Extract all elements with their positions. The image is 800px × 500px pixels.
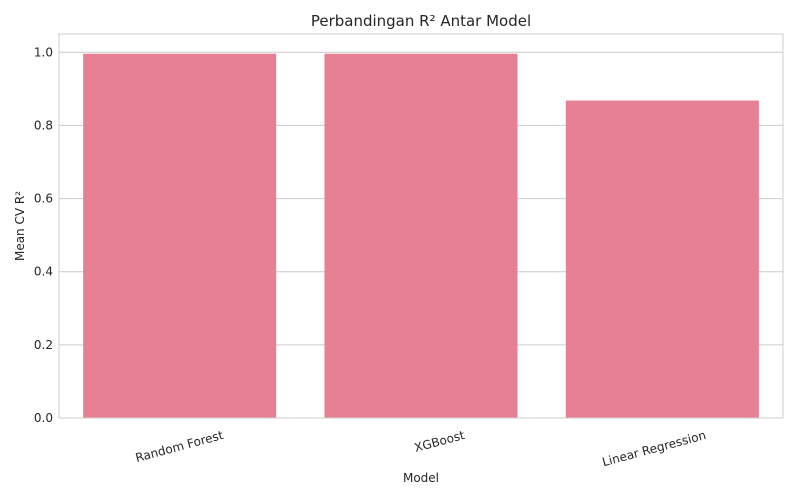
y-axis-label: Mean CV R²: [13, 191, 27, 261]
bar: [324, 53, 518, 419]
y-tick-label: 0.8: [34, 118, 53, 132]
x-tick-label: Linear Regression: [601, 428, 708, 469]
plot-frame: [58, 33, 784, 419]
y-tick-label: 0.2: [34, 338, 53, 352]
bar-layer: [83, 53, 759, 419]
y-tick-label: 1.0: [34, 45, 53, 59]
x-axis-label: Model: [403, 471, 439, 485]
y-tick-label: 0.6: [34, 192, 53, 206]
x-tick-labels: Random Forest XGBoost Linear Regression: [134, 428, 708, 469]
y-tick-label: 0.4: [34, 265, 53, 279]
bar: [83, 53, 277, 419]
chart-title: Perbandingan R² Antar Model: [311, 12, 531, 30]
bar: [565, 100, 759, 418]
x-tick-label: Random Forest: [134, 428, 225, 465]
y-tick-labels: 0.0 0.2 0.4 0.6 0.8 1.0: [34, 45, 53, 425]
x-tick-label: XGBoost: [413, 428, 467, 455]
y-tick-label: 0.0: [34, 411, 53, 425]
